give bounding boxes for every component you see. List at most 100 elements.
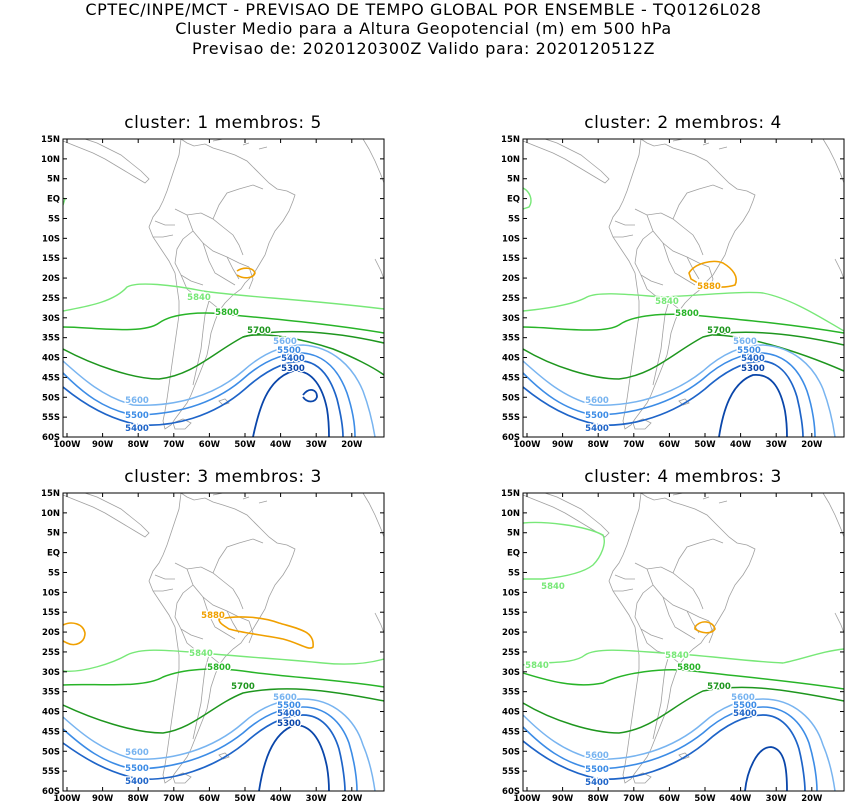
coastline [614,220,635,226]
map-frame [522,492,845,792]
coastline [834,612,844,634]
coastline [172,418,192,430]
panel-4-title: cluster: 4 membros: 3 [584,467,782,487]
coastline [614,574,635,580]
map-frame [522,138,845,438]
lat-label: 10S [42,588,60,598]
lon-label: 70W [623,440,645,450]
contour-5600 [523,344,836,437]
coastline [154,574,175,580]
lat-label: 15S [502,254,520,264]
lat-label: 10S [502,588,520,598]
coastline [608,139,756,430]
lat-label: 25S [502,294,520,304]
lat-label: 20S [502,628,520,638]
lat-label: 30S [42,314,60,324]
coastline [834,258,844,280]
lon-label: 80W [588,794,610,803]
coastline [202,596,236,640]
lat-label: 5S [48,568,60,578]
coastline [708,620,714,644]
coastline [212,184,264,220]
contour-label: 5600 [125,396,149,406]
coastline [672,184,724,220]
lat-label: 10N [41,155,60,165]
contour-label: 5300 [741,364,765,374]
lat-label: 30S [502,668,520,678]
contour-5300 [744,746,788,791]
map-panel-4-content: 5840584058405800570056005500540056005500… [523,493,844,791]
lat-label: 60S [42,433,60,443]
lon-label: 90W [92,794,114,803]
lat-label: 10S [502,234,520,244]
contour-5300 [252,370,330,437]
contour-5500 [63,352,356,437]
contour-label: 5400 [741,354,765,364]
header-line-2: Cluster Medio para a Altura Geopotencial… [175,19,672,38]
contour-label: 5800 [215,308,239,318]
contour-5800 [523,669,844,690]
contour-label: 5600 [273,693,297,703]
lat-label: 5S [508,568,520,578]
coastline [174,230,204,286]
contour-5700 [523,686,844,734]
contour-label: 5600 [273,337,297,347]
contour-label: 5800 [677,663,701,673]
lat-label: 10S [42,234,60,244]
contour-5840 [523,521,605,580]
contour-5800 [63,668,384,688]
lon-label: 40W [730,440,752,450]
lat-label: 35S [42,334,60,344]
contour-5800 [63,312,384,334]
coastline [148,139,296,430]
lat-label: 15N [501,135,520,145]
lon-label: 80W [128,440,150,450]
lon-label: 20W [341,440,363,450]
coastline [632,418,652,430]
coastline [608,493,756,784]
lon-label: 100W [513,440,541,450]
contour-label: 5840 [655,297,679,307]
lat-label: 5N [47,529,60,539]
contour-5840 [523,648,844,666]
contour-5880 [688,260,738,288]
lat-label: 10N [501,155,520,165]
lat-label: 5N [47,175,60,185]
contour-label: 5300 [281,364,305,374]
contour-label: 5600 [731,693,755,703]
contour-label: 5400 [585,424,609,434]
lat-label: 35S [502,334,520,344]
coastline [678,752,690,760]
contour-5840 [523,291,844,332]
coastline [174,584,204,640]
coastline [374,612,384,634]
lat-label: 55S [42,767,60,777]
contour-5500 [63,706,358,791]
header-line-3: Previsao de: 2020120300Z Valido para: 20… [191,39,656,58]
lat-label: 45S [42,727,60,737]
contour-5400 [523,360,804,437]
lat-label: 40S [42,354,60,364]
contour-label: 5400 [281,354,305,364]
coastline [672,493,728,504]
contour-5880 [218,616,314,649]
contour-5500 [523,706,818,791]
coastline [153,234,174,238]
lat-label: 55S [42,413,60,423]
coastline [613,588,634,592]
lat-label: 50S [502,393,520,403]
lon-label: 70W [163,794,185,803]
coastline [63,139,150,184]
lat-label: 40S [502,708,520,718]
contour-label: 5300 [277,719,301,729]
lat-label: 15S [42,608,60,618]
lon-label: 20W [801,440,823,450]
lat-label: EQ [507,549,520,559]
lat-label: 20S [502,274,520,284]
lon-label: 50W [694,794,716,803]
lon-label: 70W [623,794,645,803]
lon-label: 90W [552,794,574,803]
lon-label: 30W [306,440,328,450]
coastline [218,752,230,760]
coastline [634,584,664,640]
